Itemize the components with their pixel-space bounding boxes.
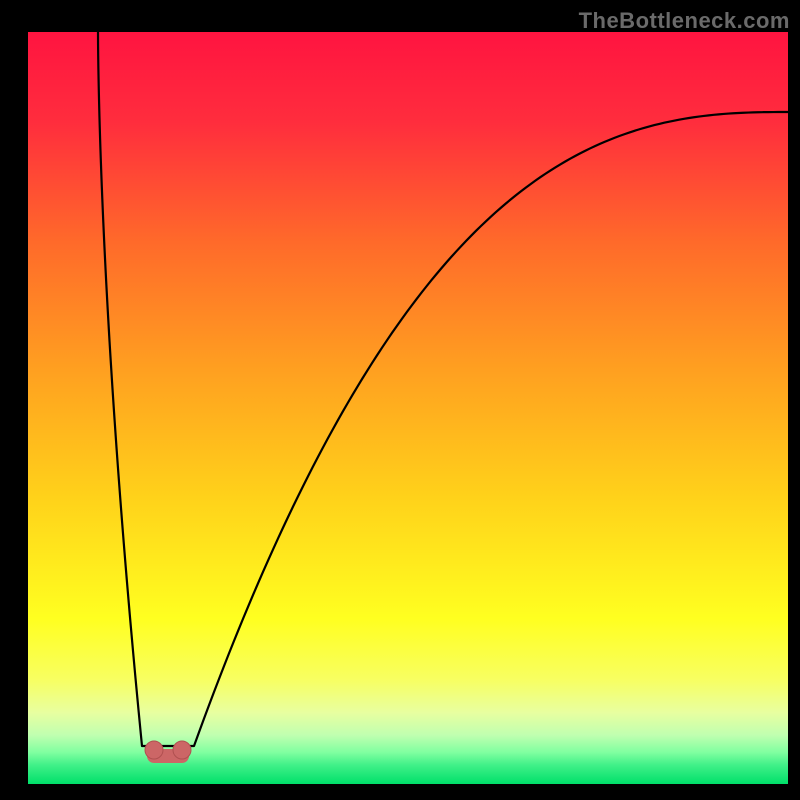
stage: TheBottleneck.com	[0, 0, 800, 800]
gradient-background	[28, 32, 788, 784]
watermark-text: TheBottleneck.com	[579, 8, 790, 34]
marker-dot	[173, 741, 191, 759]
plot-svg	[28, 32, 788, 784]
marker-dot	[145, 741, 163, 759]
plot-area	[28, 32, 788, 784]
